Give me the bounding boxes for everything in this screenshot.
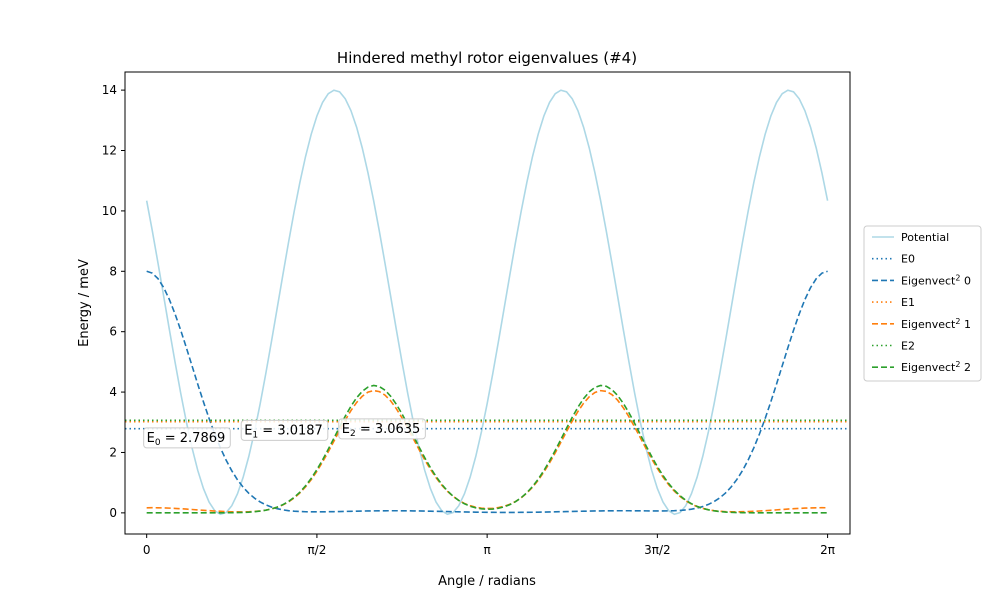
energy-annotation-2: E2 = 3.0635 xyxy=(338,418,426,440)
ticks-layer: 0 π/2 π 3π/2 2π 0 2 4 6 8 10 12 14 xyxy=(102,83,835,557)
x-tick-label-2: π xyxy=(484,543,491,557)
series-line-6 xyxy=(146,384,828,514)
svg-text:E1 = 3.0187: E1 = 3.0187 xyxy=(244,423,323,440)
legend: Potential E0 Eigenvect2 0 E1 Eigenvect2 1 E2 E… xyxy=(863,225,982,382)
y-tick-label-2: 4 xyxy=(109,385,117,399)
svg-text:E0 = 2.7869: E0 = 2.7869 xyxy=(147,431,226,448)
legend-label-3: E1 xyxy=(901,296,915,309)
chart-title: Hindered methyl rotor eigenvalues (#4) xyxy=(337,49,637,67)
series-line-0 xyxy=(145,89,829,516)
y-tick-label-4: 8 xyxy=(109,264,117,278)
y-tick-label-0: 0 xyxy=(109,506,117,520)
legend-label-2: Eigenvect2 0 xyxy=(901,273,971,287)
legend-label-4: Eigenvect2 1 xyxy=(901,317,971,331)
y-tick-label-6: 12 xyxy=(102,144,117,158)
y-axis-label: Energy / meV xyxy=(77,259,92,347)
energy-annotation-1: E1 = 3.0187 xyxy=(240,419,329,441)
legend-label-5: E2 xyxy=(901,340,915,353)
legend-box xyxy=(863,225,982,382)
series-line-2 xyxy=(146,270,828,514)
x-tick-label-0: 0 xyxy=(143,543,151,557)
x-tick-label-4: 2π xyxy=(820,543,835,557)
x-tick-label-1: π/2 xyxy=(307,543,326,557)
annotation-layer: E0 = 2.7869 E1 = 3.0187 E2 = 3.0635 xyxy=(143,418,426,449)
legend-label-1: E0 xyxy=(901,253,915,266)
svg-text:E2 = 3.0635: E2 = 3.0635 xyxy=(342,422,421,439)
y-tick-label-7: 14 xyxy=(102,83,117,97)
y-tick-label-5: 10 xyxy=(102,204,117,218)
x-axis-label: Angle / radians xyxy=(438,574,536,589)
y-tick-label-3: 6 xyxy=(109,325,117,339)
y-tick-label-1: 2 xyxy=(109,445,117,459)
energy-annotation-0: E0 = 2.7869 xyxy=(143,427,231,449)
legend-label-6: Eigenvect2 2 xyxy=(901,360,971,374)
x-tick-label-3: 3π/2 xyxy=(644,543,671,557)
series-layer xyxy=(125,89,850,516)
legend-label-0: Potential xyxy=(901,231,949,244)
